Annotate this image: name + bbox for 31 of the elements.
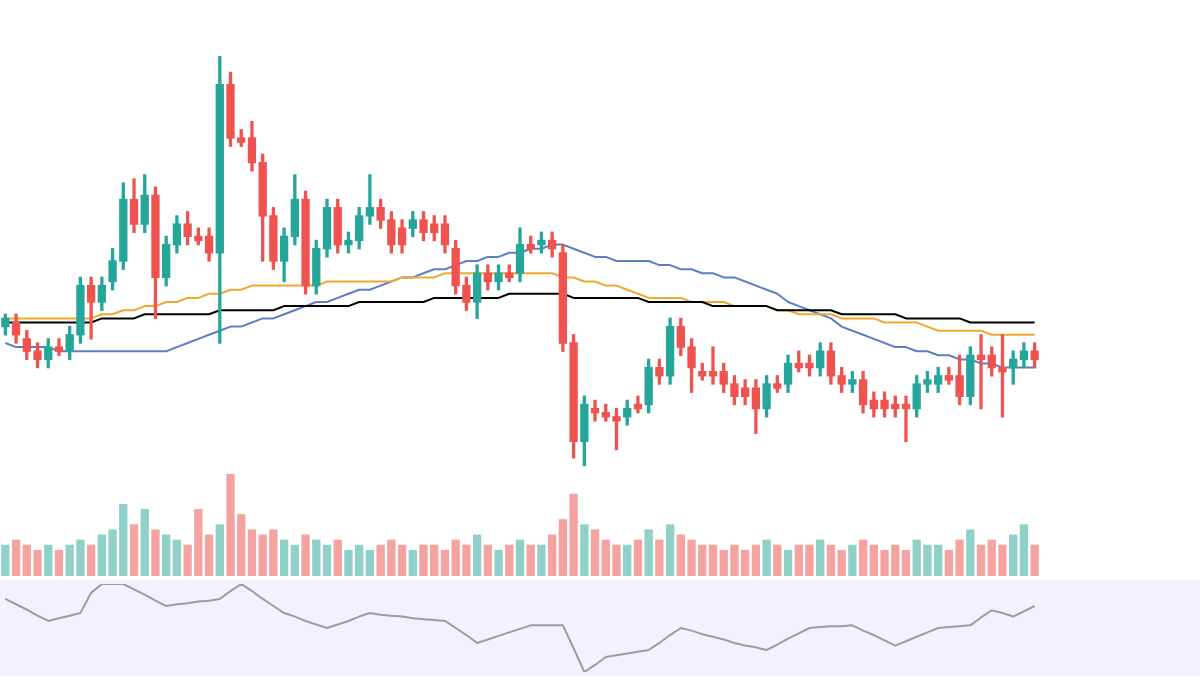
bar [129,524,139,576]
bar [526,544,535,576]
bar [301,534,310,576]
bar [633,539,643,576]
bar [44,544,53,576]
bar [1,544,10,576]
bar [816,539,825,576]
bar [408,549,417,576]
bar [483,544,492,576]
bar [505,544,514,576]
bar [215,524,224,576]
bar [773,544,782,576]
bar [472,534,482,576]
bar [537,544,546,576]
bar [665,524,675,576]
bar [151,529,160,576]
bar [54,549,64,576]
bar [494,549,503,576]
bar [655,539,664,576]
bar [333,539,342,576]
bar [580,524,589,576]
bar [515,539,525,576]
bar [783,549,793,576]
bar [848,544,857,576]
bar [623,544,632,576]
bar [1030,544,1039,576]
bar [644,529,653,576]
bar [140,509,149,576]
bar [966,529,975,576]
bar [86,544,96,576]
bar [762,539,771,576]
